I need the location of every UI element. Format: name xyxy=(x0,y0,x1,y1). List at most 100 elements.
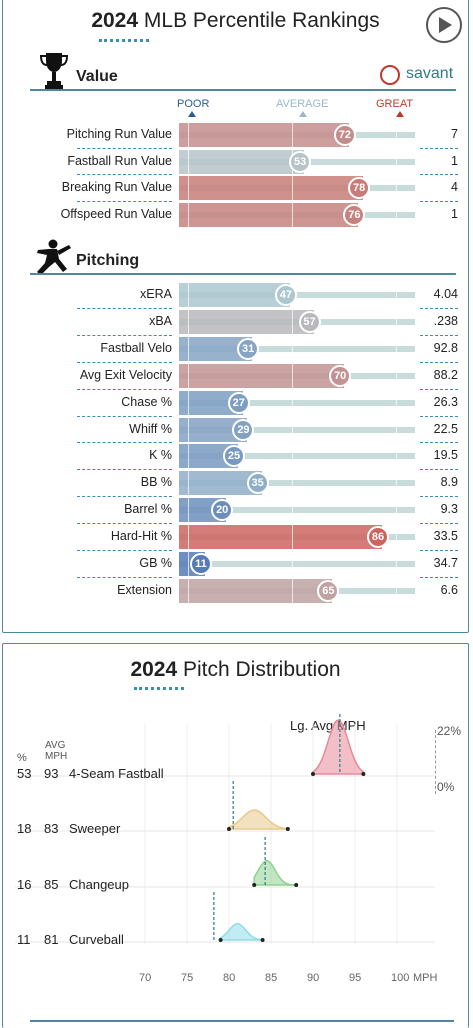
scale-gridline xyxy=(395,202,397,227)
pitch-usage-pct: 11 xyxy=(17,932,31,947)
scale-gridline xyxy=(188,578,190,603)
pitcher-icon xyxy=(37,239,71,275)
pitch-usage-pct: 16 xyxy=(17,877,32,892)
percentile-row[interactable]: Fastball Velo 31 92.8 xyxy=(3,336,470,361)
pitch-distribution-panel: 2024 Pitch Distribution Lg. Avg MPH % AV… xyxy=(2,643,469,1028)
scale-gridline xyxy=(188,336,190,361)
percentile-row-label: GB % xyxy=(139,556,172,570)
savant-brand[interactable]: savant xyxy=(406,65,454,82)
percentile-track xyxy=(179,426,415,433)
percentile-row[interactable]: xERA 47 4.04 xyxy=(3,283,470,307)
max-pct-label: 22% xyxy=(437,724,462,738)
value-divider xyxy=(420,442,458,444)
distribution-chart xyxy=(15,714,435,944)
row-divider xyxy=(77,200,172,202)
scale-gridline xyxy=(292,578,293,603)
percentile-row[interactable]: Extension 65 6.6 xyxy=(3,578,470,603)
percentile-row-label: Hard-Hit % xyxy=(110,529,172,544)
scale-gridline xyxy=(292,202,293,227)
row-divider xyxy=(77,174,172,175)
percentile-row[interactable]: Hard-Hit % 86 33.5 xyxy=(3,525,470,550)
row-divider xyxy=(77,147,172,149)
pitch-density-curve xyxy=(312,719,365,775)
percentile-row[interactable]: Pitching Run Value 72 7 xyxy=(3,123,470,147)
scale-gridline xyxy=(292,123,293,147)
row-divider xyxy=(77,469,172,471)
play-button[interactable] xyxy=(426,7,462,43)
percentile-row[interactable]: Whiff % 29 22.5 xyxy=(3,417,470,442)
percentile-title-text: MLB Percentile Rankings xyxy=(143,9,380,32)
percentile-circle: 72 xyxy=(333,124,356,146)
distribution-title: 2024 Pitch Distribution xyxy=(3,658,468,682)
percentile-row-label: BB % xyxy=(140,475,172,490)
percentile-row[interactable]: Barrel % 20 9.3 xyxy=(3,498,470,523)
percentile-row[interactable]: Offspeed Run Value 76 1 xyxy=(3,202,470,227)
percentile-row-value: 1 xyxy=(451,153,458,168)
mph-header: MPH xyxy=(45,751,68,762)
percentile-row[interactable]: K % 25 19.5 xyxy=(3,444,470,469)
percentile-track xyxy=(179,561,415,567)
scale-gridline xyxy=(395,363,397,388)
scale-gridline xyxy=(188,471,190,496)
pitch-density-curve xyxy=(228,809,289,830)
percentile-row-label: Barrel % xyxy=(124,502,172,517)
scale-gridline xyxy=(188,390,190,415)
range-endpoint xyxy=(252,883,257,887)
row-divider xyxy=(77,415,172,417)
scale-gridline xyxy=(395,525,397,550)
scale-gridline xyxy=(292,552,293,576)
avg-header: AVG xyxy=(45,740,66,751)
scale-gridline xyxy=(188,202,190,227)
great-marker-icon xyxy=(396,111,404,117)
min-pct-label: 0% xyxy=(437,780,455,794)
percentile-row-value: 88.2 xyxy=(433,367,458,382)
row-divider xyxy=(77,334,172,336)
scale-gridline xyxy=(292,471,293,496)
percentile-bar xyxy=(179,578,333,603)
scale-gridline xyxy=(292,309,293,334)
pitch-avg-mph: 93 xyxy=(44,766,59,781)
range-endpoint xyxy=(227,827,231,831)
percentile-row[interactable]: Fastball Run Value 53 1 xyxy=(3,149,470,174)
percentile-row[interactable]: xBA 57 .238 xyxy=(3,309,470,334)
pct-header: % xyxy=(17,752,27,764)
lg-avg-label: Lg. Avg MPH xyxy=(290,718,366,733)
range-endpoint xyxy=(294,883,299,887)
axis-unit-label: MPH xyxy=(413,972,438,984)
scale-gridline xyxy=(188,283,190,307)
percentile-circle: 57 xyxy=(298,310,321,333)
row-divider xyxy=(77,550,172,551)
percentile-bar xyxy=(179,363,345,388)
scale-gridline xyxy=(395,390,397,415)
scale-gridline xyxy=(188,363,190,388)
range-endpoint xyxy=(218,938,223,942)
value-section-line xyxy=(30,89,456,91)
row-divider xyxy=(77,523,172,525)
scale-gridline xyxy=(188,552,190,576)
percentile-row[interactable]: GB % 11 34.7 xyxy=(3,552,470,576)
percentile-circle: 20 xyxy=(211,499,234,522)
percentile-row[interactable]: Avg Exit Velocity 70 88.2 xyxy=(3,363,470,388)
percentile-row-label: Fastball Run Value xyxy=(67,153,172,168)
percentile-circle: 27 xyxy=(227,391,250,414)
percentile-row[interactable]: BB % 35 8.9 xyxy=(3,471,470,496)
percentile-circle: 65 xyxy=(317,579,340,602)
scale-gridline xyxy=(395,283,397,307)
distribution-title-year: 2024 xyxy=(130,658,178,681)
percentile-circle: 11 xyxy=(189,553,212,575)
percentile-row[interactable]: Breaking Run Value 78 4 xyxy=(3,176,470,200)
percentile-track xyxy=(179,399,415,406)
percentile-circle: 78 xyxy=(348,177,371,199)
range-endpoint xyxy=(311,772,315,776)
pitch-density-curve xyxy=(253,859,297,886)
axis-tick-label: 90 xyxy=(307,972,320,984)
percentile-track xyxy=(179,345,415,352)
percentile-track xyxy=(179,507,415,514)
percentile-row-value: 7 xyxy=(451,127,458,141)
percentile-row-label: Pitching Run Value xyxy=(66,127,172,141)
percentile-row-value: 6.6 xyxy=(440,582,458,597)
value-divider xyxy=(420,361,458,363)
percentile-circle: 35 xyxy=(246,472,269,495)
value-section-title: Value xyxy=(76,68,118,85)
percentile-row[interactable]: Chase % 27 26.3 xyxy=(3,390,470,415)
